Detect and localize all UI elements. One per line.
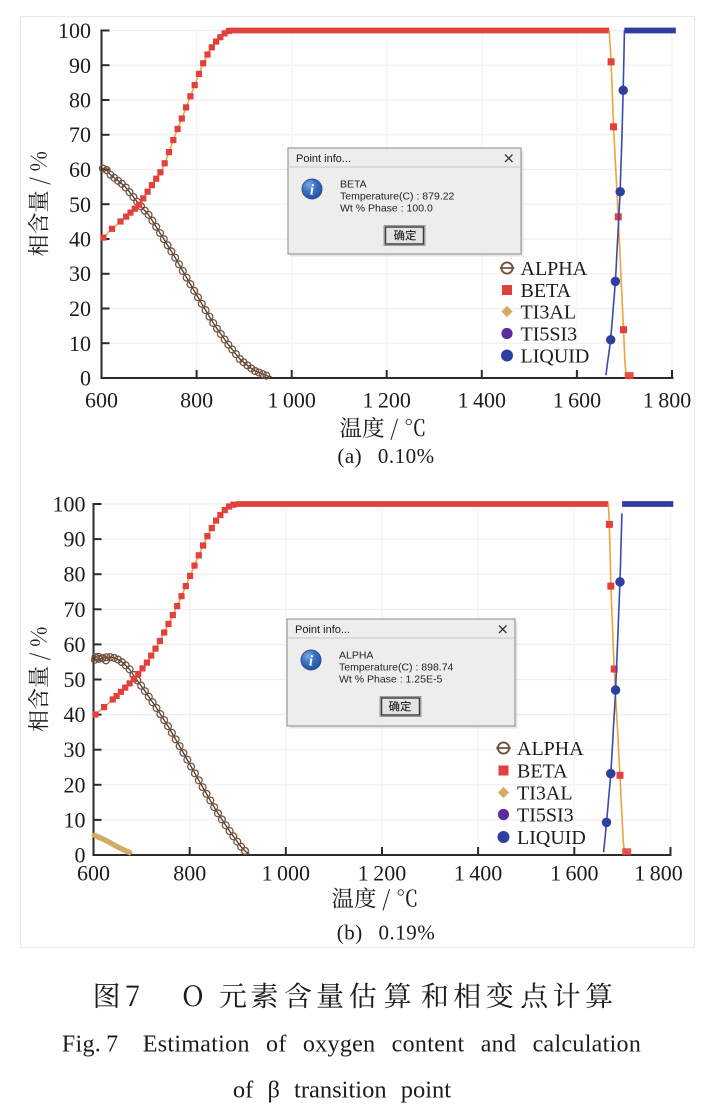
svg-text:LIQUID: LIQUID [517, 827, 586, 849]
svg-text:ALPHA: ALPHA [521, 258, 588, 280]
svg-text:90: 90 [64, 527, 86, 552]
svg-text:40: 40 [69, 227, 91, 252]
svg-text:i: i [309, 654, 314, 670]
svg-text:50: 50 [69, 192, 91, 217]
svg-text:30: 30 [69, 261, 91, 286]
svg-text:600: 600 [77, 861, 110, 886]
svg-text:100: 100 [53, 492, 86, 517]
svg-text:Point info...: Point info... [296, 153, 351, 165]
svg-text:60: 60 [64, 632, 86, 657]
svg-text:(a) 0.10%: (a) 0.10% [337, 444, 434, 468]
svg-text:1 600: 1 600 [553, 388, 601, 413]
svg-text:1 000: 1 000 [267, 388, 315, 413]
svg-text:Wt % Phase : 100.0: Wt % Phase : 100.0 [340, 203, 433, 215]
svg-text:1 600: 1 600 [550, 861, 598, 886]
svg-text:80: 80 [64, 562, 86, 587]
svg-text:1 400: 1 400 [458, 388, 506, 413]
svg-text:1 000: 1 000 [262, 861, 310, 886]
svg-text:10: 10 [64, 807, 86, 832]
svg-text:of β transition point: of β transition point [233, 1077, 451, 1104]
svg-text:BETA: BETA [340, 179, 367, 191]
svg-text:TI5SI3: TI5SI3 [521, 324, 578, 346]
svg-text:(b) 0.19%: (b) 0.19% [337, 921, 435, 945]
svg-text:80: 80 [69, 88, 91, 113]
svg-text:Point info...: Point info... [295, 624, 350, 636]
svg-text:Temperature(C) : 879.22: Temperature(C) : 879.22 [340, 191, 455, 203]
svg-text:TI3AL: TI3AL [521, 302, 577, 324]
svg-text:70: 70 [69, 122, 91, 147]
svg-text:TI5SI3: TI5SI3 [517, 805, 574, 827]
svg-text:ALPHA: ALPHA [517, 738, 584, 760]
svg-text:Fig. 7 Estimation of oxygen co: Fig. 7 Estimation of oxygen content and … [62, 1032, 641, 1058]
svg-text:10: 10 [69, 331, 91, 356]
svg-text:1 800: 1 800 [634, 861, 682, 886]
svg-text:100: 100 [58, 18, 91, 43]
svg-text:30: 30 [64, 737, 86, 762]
svg-text:800: 800 [173, 861, 206, 886]
svg-text:Temperature(C) : 898.74: Temperature(C) : 898.74 [339, 662, 454, 674]
svg-text:ALPHA: ALPHA [339, 650, 373, 662]
svg-text:TI3AL: TI3AL [517, 783, 573, 805]
svg-text:90: 90 [69, 53, 91, 78]
svg-text:1 800: 1 800 [643, 388, 691, 413]
svg-text:40: 40 [64, 702, 86, 727]
svg-text:600: 600 [85, 388, 118, 413]
svg-text:1 400: 1 400 [454, 861, 502, 886]
svg-text:20: 20 [69, 296, 91, 321]
svg-text:60: 60 [69, 157, 91, 182]
svg-text:0: 0 [75, 843, 86, 868]
svg-text:1 200: 1 200 [362, 388, 410, 413]
svg-text:LIQUID: LIQUID [521, 346, 590, 368]
svg-text:0: 0 [80, 366, 91, 391]
svg-text:70: 70 [64, 597, 86, 622]
svg-text:800: 800 [180, 388, 213, 413]
svg-text:i: i [310, 183, 315, 199]
svg-text:1 200: 1 200 [358, 861, 406, 886]
svg-text:50: 50 [64, 667, 86, 692]
svg-text:Wt % Phase : 1.25E-5: Wt % Phase : 1.25E-5 [339, 674, 442, 686]
svg-text:BETA: BETA [521, 280, 572, 302]
svg-text:20: 20 [64, 772, 86, 797]
svg-text:BETA: BETA [517, 761, 568, 783]
